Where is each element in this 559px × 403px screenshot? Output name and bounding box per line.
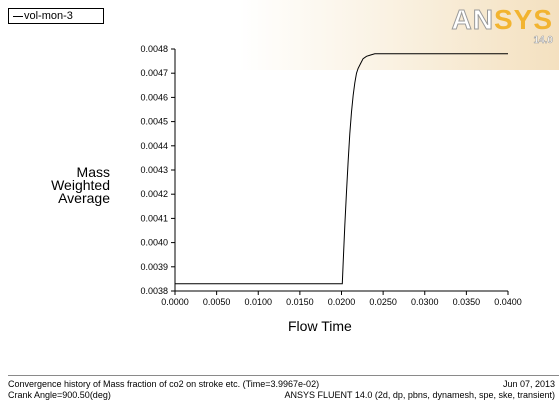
x-tick-label: 0.0000 [161, 297, 189, 307]
ansys-logo: ANSYS 14.0 [451, 4, 553, 46]
y-tick-label: 0.0043 [140, 165, 168, 175]
footer-solver-info: ANSYS FLUENT 14.0 (2d, dp, pbns, dynames… [284, 390, 555, 400]
y-axis-title-line: Mass [76, 164, 110, 180]
legend-label: vol-mon-3 [24, 10, 73, 22]
footer-date: Jun 07, 2013 [502, 379, 555, 389]
ansys-logo-version: 14.0 [533, 35, 553, 46]
x-tick-label: 0.0350 [453, 297, 481, 307]
axes [174, 49, 508, 292]
y-tick-label: 0.0047 [140, 68, 168, 78]
y-tick-label: 0.0040 [140, 238, 168, 248]
ansys-logo-text: ANSYS [451, 4, 553, 35]
y-tick-label: 0.0048 [140, 44, 168, 54]
footer-divider [8, 375, 559, 376]
y-tick-label: 0.0041 [140, 213, 168, 223]
x-tick-label: 0.0150 [286, 297, 314, 307]
x-tick-label: 0.0200 [328, 297, 356, 307]
footer-crank-angle: Crank Angle=900.50(deg) [8, 390, 111, 400]
x-tick-label: 0.0300 [411, 297, 439, 307]
x-ticks: 0.0000 0.0050 0.0100 0.0150 0.0200 0.0250 0.03… [161, 291, 522, 307]
y-tick-label: 0.0038 [140, 286, 168, 296]
y-tick-label: 0.0046 [140, 92, 168, 102]
brand-watermark [239, 0, 559, 70]
series [175, 53, 508, 285]
x-tick-label: 0.0100 [244, 297, 272, 307]
legend: vol-mon-3 [8, 8, 104, 24]
y-axis-title: Mass Weighted Average [30, 164, 110, 206]
y-tick-label: 0.0045 [140, 117, 168, 127]
x-tick-label: 0.0400 [494, 297, 522, 307]
x-tick-label: 0.0050 [203, 297, 231, 307]
y-tick-label: 0.0042 [140, 189, 168, 199]
y-ticks: 0.0038 0.0039 0.0040 0.0041 0.0042 0.0043 0.00… [140, 44, 175, 296]
series-line-vol-mon-3 [175, 53, 508, 285]
x-tick-label: 0.0250 [369, 297, 397, 307]
y-tick-label: 0.0039 [140, 262, 168, 272]
y-axis-title-line: Average [58, 190, 110, 206]
legend-line-swatch [13, 16, 23, 17]
y-tick-label: 0.0044 [140, 141, 168, 151]
y-axis-title-line: Weighted [51, 177, 110, 193]
footer-description: Convergence history of Mass fraction of … [8, 379, 320, 389]
x-axis-title: Flow Time [288, 318, 352, 334]
